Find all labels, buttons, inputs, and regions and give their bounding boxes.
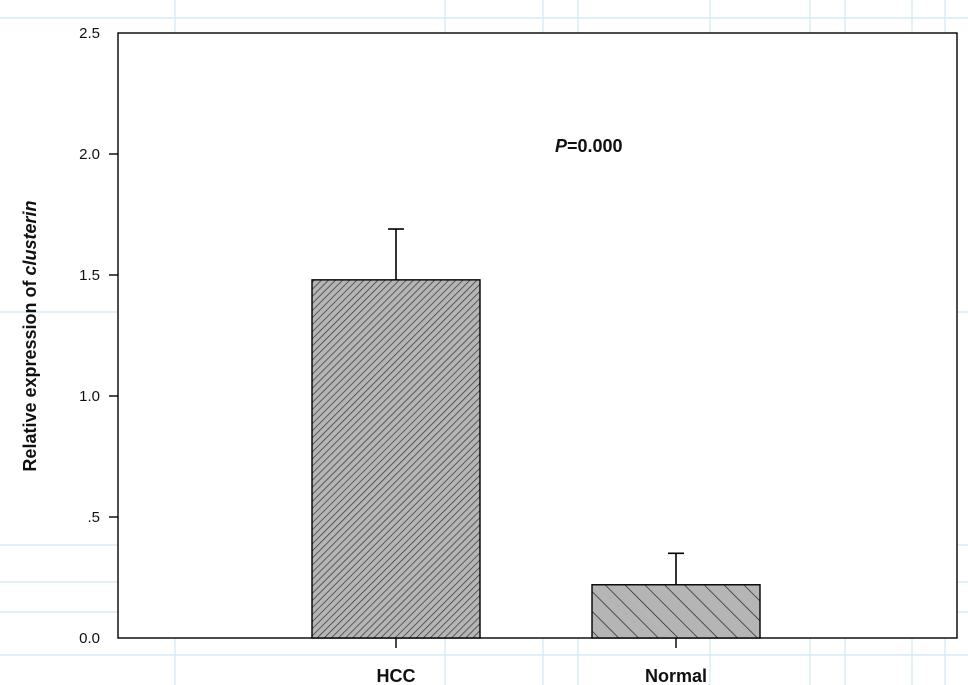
y-tick-label: 0.0 (79, 630, 100, 647)
y-axis-label-italic: clusterin (20, 200, 40, 275)
y-axis: 0.0 .5 1.0 1.5 2.0 2.5 (79, 25, 118, 647)
y-tick-label: 2.5 (79, 25, 100, 42)
bar-normal (591, 584, 761, 639)
x-tick-label: Normal (645, 666, 707, 685)
x-tick-label: HCC (377, 666, 416, 685)
y-tick-label: 2.0 (79, 146, 100, 163)
bars (311, 228, 761, 639)
plot-frame (117, 32, 958, 639)
p-value-symbol: P (555, 136, 568, 156)
bar-hcc (311, 279, 481, 639)
y-tick-label: .5 (87, 509, 100, 526)
y-axis-label: Relative expression of clusterin (20, 200, 40, 471)
p-value-text: =0.000 (567, 136, 623, 156)
x-axis: HCC Normal (377, 638, 707, 685)
y-axis-label-main: Relative expression of (20, 279, 40, 471)
y-tick-label: 1.0 (79, 388, 100, 405)
y-tick-label: 1.5 (79, 267, 100, 284)
p-value-annotation: P=0.000 (555, 136, 623, 156)
